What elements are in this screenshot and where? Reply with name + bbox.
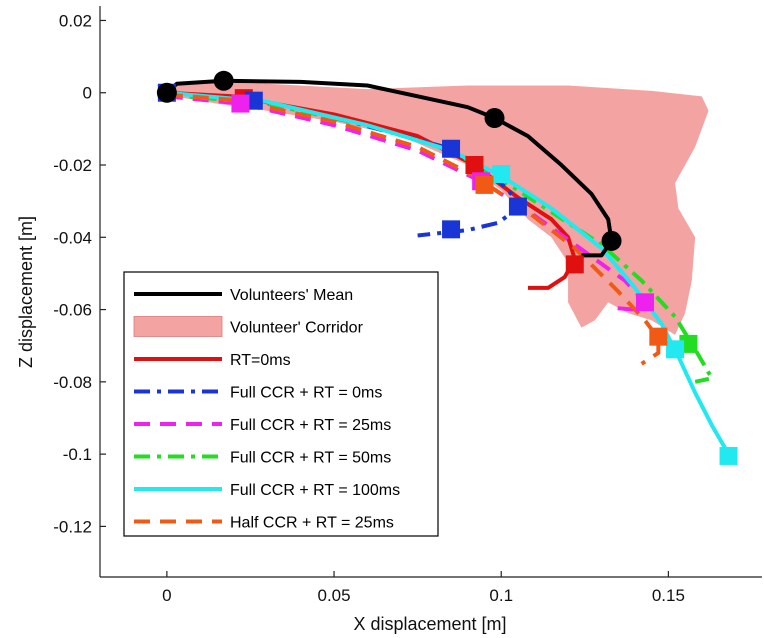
- x-axis-label: X displacement [m]: [353, 614, 506, 634]
- y-tick-label: -0.02: [53, 156, 92, 175]
- series-point: [465, 156, 484, 175]
- legend: Volunteers' Mean Volunteer' Corridor RT=0m…: [123, 271, 439, 537]
- series-point: [565, 255, 584, 274]
- x-tick-label: 0.1: [489, 586, 513, 605]
- series-point: [475, 175, 494, 194]
- series-line: [166, 90, 577, 290]
- series-point: [231, 94, 250, 113]
- y-tick-label: 0.02: [59, 11, 92, 30]
- y-tick-label: -0.04: [53, 228, 92, 247]
- series-point: [649, 327, 668, 346]
- legend-label: Full CCR + RT = 50ms: [230, 450, 391, 467]
- x-tick-label: 0.15: [652, 586, 685, 605]
- series-line: [166, 92, 714, 384]
- legend-label: RT=0ms: [230, 352, 291, 369]
- series-point: [719, 446, 738, 465]
- series-point: [156, 82, 177, 103]
- legend-label: Volunteers' Mean: [230, 287, 353, 304]
- legend-label: Volunteer' Corridor: [230, 320, 364, 337]
- y-ticks: 0.02 0 -0.02 -0.04 -0.06 -0.08 -0.1 -0.12: [53, 11, 106, 536]
- series-point: [442, 139, 461, 158]
- series-point: [635, 293, 654, 312]
- series-point: [442, 220, 461, 239]
- series-point: [508, 197, 527, 216]
- axes: [99, 6, 762, 578]
- y-tick-label: -0.12: [53, 517, 92, 536]
- y-tick-label: -0.1: [63, 445, 92, 464]
- series-point: [484, 108, 505, 129]
- x-ticks: 0 0.05 0.1 0.15: [162, 571, 685, 605]
- series-point: [213, 70, 234, 91]
- legend-swatch: [133, 316, 223, 337]
- y-tick-label: -0.08: [53, 373, 92, 392]
- series-point: [492, 165, 511, 184]
- y-tick-label: 0: [83, 84, 92, 103]
- x-tick-label: 0: [162, 586, 171, 605]
- legend-label: Full CCR + RT = 0ms: [230, 385, 382, 402]
- legend-label: Full CCR + RT = 25ms: [230, 417, 391, 434]
- series-line: [166, 90, 731, 456]
- x-tick-label: 0.05: [317, 586, 350, 605]
- marker-layer: [156, 70, 738, 465]
- legend-label: Full CCR + RT = 100ms: [230, 482, 400, 499]
- series-point: [601, 230, 622, 251]
- series-point: [666, 340, 685, 359]
- y-tick-label: -0.06: [53, 301, 92, 320]
- legend-box: [123, 271, 439, 537]
- legend-label: Half CCR + RT = 25ms: [230, 515, 394, 532]
- y-axis-label: Z displacement [m]: [16, 216, 36, 368]
